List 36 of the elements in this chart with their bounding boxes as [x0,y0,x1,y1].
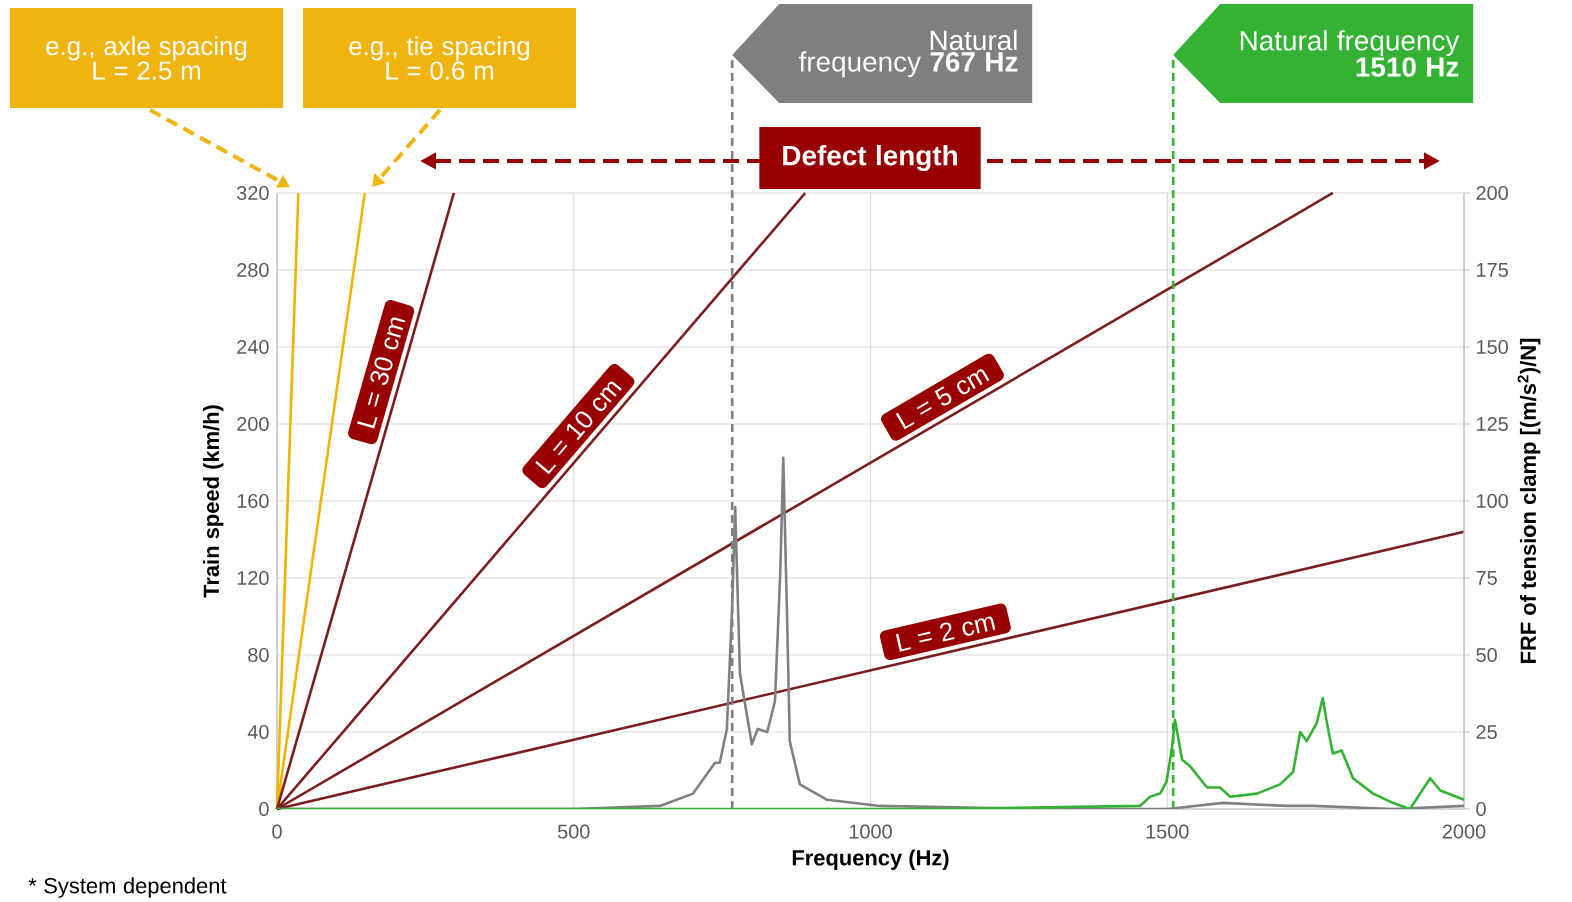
y2-tick-label: 200 [1476,185,1508,201]
text: Defect length [783,144,957,172]
text: L = 30 cm [357,317,406,429]
x-tick-label: 2000 [1442,824,1486,839]
y-tick-label: 280 [237,262,269,278]
y-tick-label: 80 [248,647,269,663]
y2-tick-label: 75 [1476,571,1497,585]
text: L = 10 cm [535,381,622,475]
ref-line-label: Natural frequency 767 Hz [798,29,1018,78]
y2-tick-label: 125 [1477,416,1508,432]
y-tick-label: 40 [247,724,269,740]
y2-tick-label: 100 [1477,493,1508,509]
text: L = 2 cm [895,616,996,652]
y2-tick-label: 50 [1476,647,1497,663]
y-tick-label: 240 [237,339,269,355]
y2-tick-label: 25 [1476,724,1497,740]
x-tick-label: 1500 [1146,824,1189,839]
ref-line-label: Natural frequency 1510 Hz [1240,30,1460,77]
y2-tick-label: 175 [1477,263,1508,277]
text: * System dependent [28,877,227,898]
y-tick-label: 120 [237,570,269,586]
y2-axis-title: FRF of tension clamp [(m/s$^{2}$)/N] [1517,338,1541,663]
text: L = 5 cm [895,369,990,430]
y-tick-label: 160 [237,493,269,509]
y2-tick-label: 150 [1477,339,1508,355]
x-tick-label: 500 [557,824,590,839]
text: e.g., axle spacing L = 2.5 m [46,36,247,80]
y-tick-label: 0 [259,801,269,817]
y2-tick-label: 0 [1476,801,1486,817]
y-tick-label: 200 [237,416,269,432]
text: e.g., tie spacing L = 0.6 m [349,36,530,80]
y-tick-label: 320 [237,185,269,201]
x-tick-label: 0 [272,824,282,839]
x-axis-title: Frequency (Hz) [792,849,949,870]
x-tick-label: 1000 [849,824,892,839]
y-axis-title: Train speed (km/h) [202,405,224,598]
